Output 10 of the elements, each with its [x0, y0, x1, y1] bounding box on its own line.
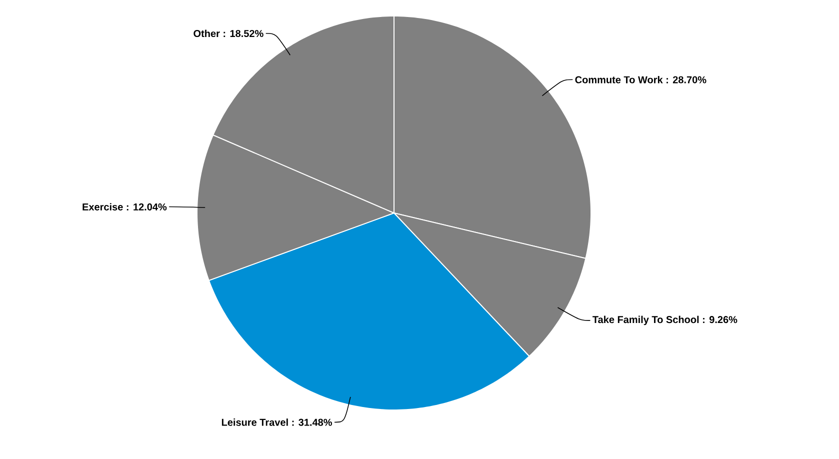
slice-label: Other: [194, 30, 220, 38]
slice-label: Exercise: [82, 203, 123, 210]
data-label: : 9.26%: [703, 316, 738, 324]
data-label: : 28.70%: [666, 76, 706, 84]
slice-label: Take Family To School: [592, 316, 699, 326]
slice-label: Commute To Work: [575, 76, 663, 84]
data-label: : 31.48%: [292, 418, 332, 426]
data-label: : 18.52%: [224, 30, 264, 38]
data-label: : 12.04%: [126, 203, 167, 210]
slice-label: Leisure Travel: [222, 418, 288, 426]
